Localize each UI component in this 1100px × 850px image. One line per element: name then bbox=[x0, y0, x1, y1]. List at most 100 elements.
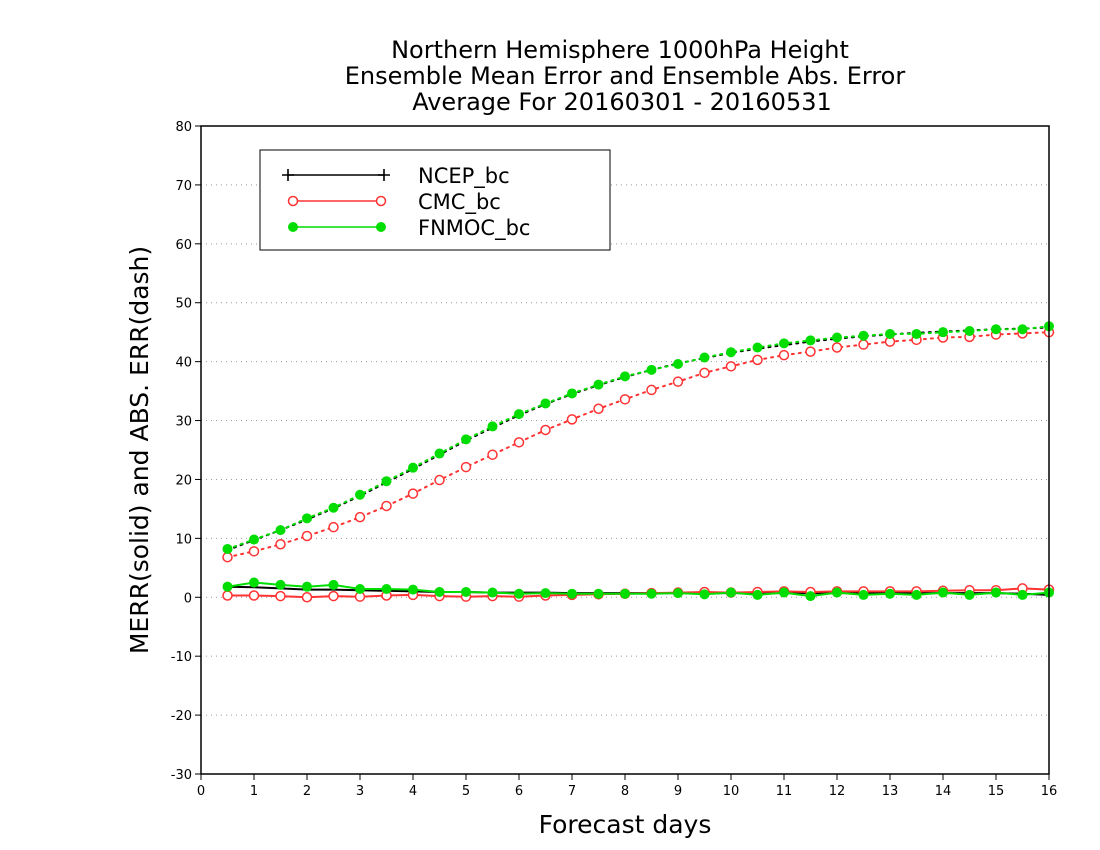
abs-err-point-fnmoc-bc bbox=[646, 364, 657, 375]
abs-err-line-fnmoc-bc bbox=[226, 325, 1050, 550]
legend-marker-cmc bbox=[375, 195, 387, 207]
merr-point-fnmoc-bc bbox=[355, 584, 365, 595]
x-tick-label: 6 bbox=[515, 784, 523, 799]
abs-err-point-fnmoc-bc bbox=[222, 543, 233, 554]
abs-err-point-fnmoc-bc bbox=[355, 489, 365, 500]
merr-point-fnmoc-bc bbox=[593, 588, 604, 599]
abs-err-point-cmc-bc bbox=[407, 488, 419, 499]
title-line-1: Northern Hemisphere 1000hPa Height bbox=[391, 36, 849, 64]
merr-point-fnmoc-bc bbox=[991, 587, 1001, 598]
abs-err-point-fnmoc-bc bbox=[487, 421, 498, 432]
abs-err-point-fnmoc-bc bbox=[858, 330, 869, 341]
merr-point-fnmoc-bc bbox=[487, 587, 498, 598]
legend-marker-cmc bbox=[287, 195, 299, 207]
legend-marker-ncep bbox=[282, 169, 390, 181]
abs-err-point-fnmoc-bc bbox=[328, 502, 339, 513]
abs-err-point-fnmoc-bc bbox=[249, 534, 259, 545]
merr-point-fnmoc-bc bbox=[673, 588, 683, 599]
legend-marker-fnmoc bbox=[376, 222, 386, 232]
title-line-2: Ensemble Mean Error and Ensemble Abs. Er… bbox=[345, 62, 906, 90]
abs-err-point-cmc-bc bbox=[752, 354, 763, 366]
abs-err-point-cmc-bc bbox=[778, 349, 790, 361]
y-tick-label: -10 bbox=[171, 650, 192, 665]
x-tick-label: 15 bbox=[988, 784, 1005, 799]
abs-err-point-cmc-bc bbox=[275, 539, 286, 550]
abs-err-point-fnmoc-bc bbox=[620, 371, 630, 382]
y-tick-label: 40 bbox=[175, 356, 192, 371]
merr-point-fnmoc-bc bbox=[381, 584, 392, 595]
y-tick-label: 30 bbox=[175, 415, 192, 430]
x-tick-label: 7 bbox=[568, 784, 576, 799]
abs-err-point-fnmoc-bc bbox=[779, 338, 789, 349]
abs-err-point-cmc-bc bbox=[434, 474, 445, 486]
chart-title: Northern Hemisphere 1000hPa Height Ensem… bbox=[345, 36, 906, 116]
merr-point-fnmoc-bc bbox=[620, 588, 630, 599]
merr-point-fnmoc-bc bbox=[805, 591, 816, 602]
abs-err-point-cmc-bc bbox=[699, 367, 710, 379]
y-tick-label: 70 bbox=[175, 179, 192, 194]
merr-point-fnmoc-bc bbox=[408, 584, 418, 595]
abs-err-point-fnmoc-bc bbox=[408, 462, 418, 473]
merr-point-fnmoc-bc bbox=[461, 586, 471, 597]
abs-err-point-fnmoc-bc bbox=[381, 476, 392, 487]
abs-err-point-fnmoc-bc bbox=[540, 398, 551, 409]
merr-point-fnmoc-bc bbox=[328, 579, 339, 590]
y-tick-label: 50 bbox=[175, 297, 192, 312]
x-tick-label: 14 bbox=[935, 784, 952, 799]
merr-point-fnmoc-bc bbox=[779, 587, 789, 598]
merr-point-fnmoc-bc bbox=[567, 588, 577, 599]
merr-point-fnmoc-bc bbox=[222, 581, 233, 592]
abs-err-point-fnmoc-bc bbox=[434, 448, 445, 459]
merr-point-fnmoc-bc bbox=[726, 587, 736, 598]
legend-label-fnmoc: FNMOC_bc bbox=[418, 216, 530, 241]
abs-err-point-cmc-bc bbox=[858, 339, 869, 350]
abs-err-point-cmc-bc bbox=[513, 437, 525, 448]
x-axis-label: Forecast days bbox=[539, 810, 712, 839]
abs-err-point-fnmoc-bc bbox=[275, 525, 286, 536]
merr-point-fnmoc-bc bbox=[911, 589, 922, 600]
abs-err-line-cmc-bc bbox=[226, 331, 1050, 559]
merr-point-fnmoc-bc bbox=[858, 589, 869, 600]
legend-label-ncep: NCEP_bc bbox=[418, 164, 510, 189]
abs-err-point-cmc-bc bbox=[381, 500, 392, 512]
merr-point-fnmoc-bc bbox=[646, 588, 657, 599]
abs-err-point-cmc-bc bbox=[619, 394, 631, 405]
abs-err-point-cmc-bc bbox=[460, 461, 472, 473]
abs-err-point-cmc-bc bbox=[540, 424, 551, 436]
series-layer bbox=[222, 321, 1055, 603]
y-tick-label: -20 bbox=[171, 709, 192, 724]
x-tick-label: 10 bbox=[723, 784, 740, 799]
abs-err-point-fnmoc-bc bbox=[673, 358, 683, 369]
x-tick-label: 2 bbox=[303, 784, 311, 799]
legend-marker-fnmoc bbox=[288, 222, 298, 232]
merr-point-fnmoc-bc bbox=[514, 588, 524, 599]
x-tick-label: 11 bbox=[776, 784, 793, 799]
abs-err-point-cmc-bc bbox=[805, 346, 816, 357]
merr-point-fnmoc-bc bbox=[434, 586, 445, 597]
merr-point-fnmoc-bc bbox=[275, 579, 286, 590]
abs-err-point-fnmoc-bc bbox=[726, 347, 736, 358]
y-tick-label: 20 bbox=[175, 473, 192, 488]
legend-label-cmc: CMC_bc bbox=[418, 190, 501, 215]
merr-point-fnmoc-bc bbox=[249, 577, 259, 588]
abs-err-point-cmc-bc bbox=[328, 521, 339, 533]
abs-err-point-fnmoc-bc bbox=[805, 335, 816, 346]
abs-err-point-fnmoc-bc bbox=[302, 513, 312, 524]
abs-err-point-cmc-bc bbox=[725, 361, 737, 372]
abs-err-point-fnmoc-bc bbox=[832, 332, 842, 343]
x-tick-label: 5 bbox=[462, 784, 470, 799]
legend: NCEP_bc CMC_bc FNMOC_bc bbox=[259, 149, 611, 251]
abs-err-point-fnmoc-bc bbox=[911, 328, 922, 339]
plot-frame bbox=[200, 125, 1050, 775]
merr-point-cmc-bc bbox=[275, 590, 286, 602]
legend-box bbox=[259, 149, 611, 251]
abs-err-point-cmc-bc bbox=[301, 530, 313, 542]
merr-point-cmc-bc bbox=[248, 590, 260, 601]
merr-point-fnmoc-bc bbox=[938, 587, 948, 598]
merr-point-cmc-bc bbox=[328, 590, 339, 602]
x-tick-label: 12 bbox=[829, 784, 846, 799]
abs-err-point-fnmoc-bc bbox=[593, 379, 604, 390]
gridlines bbox=[201, 184, 1049, 716]
